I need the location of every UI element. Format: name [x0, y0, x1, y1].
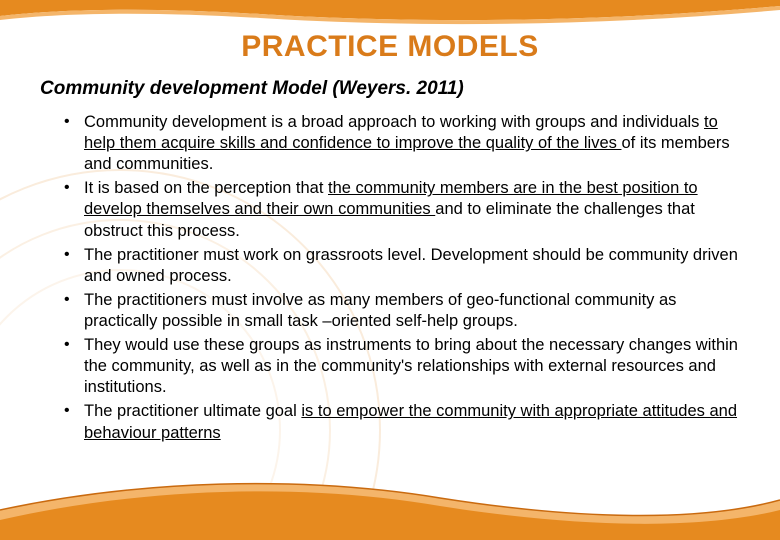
- slide-title: PRACTICE MODELS: [0, 30, 780, 64]
- bullet-item: The practitioner ultimate goal is to emp…: [60, 401, 740, 443]
- bullet-item: It is based on the perception that the c…: [60, 178, 740, 241]
- bullet-text-segment: They would use these groups as instrumen…: [84, 336, 738, 396]
- bullet-text-segment: The practitioners must involve as many m…: [84, 291, 676, 330]
- bullet-item: Community development is a broad approac…: [60, 112, 740, 175]
- bullet-item: They would use these groups as instrumen…: [60, 335, 740, 398]
- bullet-item: The practitioner must work on grassroots…: [60, 245, 740, 287]
- top-swoosh: [0, 0, 780, 26]
- bullet-list: Community development is a broad approac…: [60, 112, 740, 444]
- bullet-item: The practitioners must involve as many m…: [60, 290, 740, 332]
- bullet-text-segment: It is based on the perception that: [84, 179, 328, 197]
- bottom-swoosh: [0, 470, 780, 540]
- bullet-text-segment: Community development is a broad approac…: [84, 113, 704, 131]
- bullet-text-segment: The practitioner must work on grassroots…: [84, 246, 738, 285]
- slide-subtitle: Community development Model (Weyers. 201…: [40, 78, 464, 100]
- slide: PRACTICE MODELS Community development Mo…: [0, 0, 780, 540]
- slide-content: Community development is a broad approac…: [60, 112, 740, 447]
- bullet-text-segment: The practitioner ultimate goal: [84, 402, 301, 420]
